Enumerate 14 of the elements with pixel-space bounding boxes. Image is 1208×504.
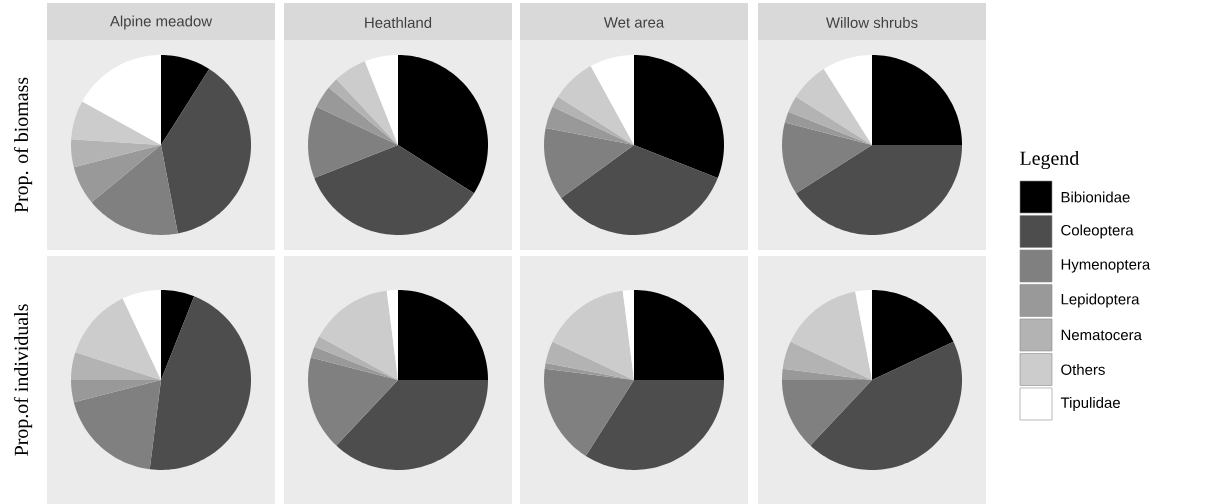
- chart-title: Alpine meadow: [109, 15, 213, 30]
- legend-label: Coleoptera: [1061, 224, 1134, 239]
- legend-label: Tipulidae: [1060, 397, 1120, 411]
- legend-title: Legend: [1020, 150, 1080, 170]
- legend-label: Others: [1061, 364, 1105, 375]
- text: Prop.of individuals: [13, 304, 33, 456]
- legend-label: Hymenoptera: [1061, 259, 1151, 273]
- chart-title: Heathland: [365, 17, 432, 28]
- chart-title: Wet area: [603, 17, 665, 28]
- chart-title: Willow shrubs: [825, 17, 918, 28]
- text: Prop. of biomass: [13, 77, 33, 213]
- legend-label: Bibionidae: [1061, 191, 1130, 203]
- legend-label: Nematocera: [1061, 329, 1142, 341]
- legend-label: Lepidoptera: [1061, 293, 1140, 308]
